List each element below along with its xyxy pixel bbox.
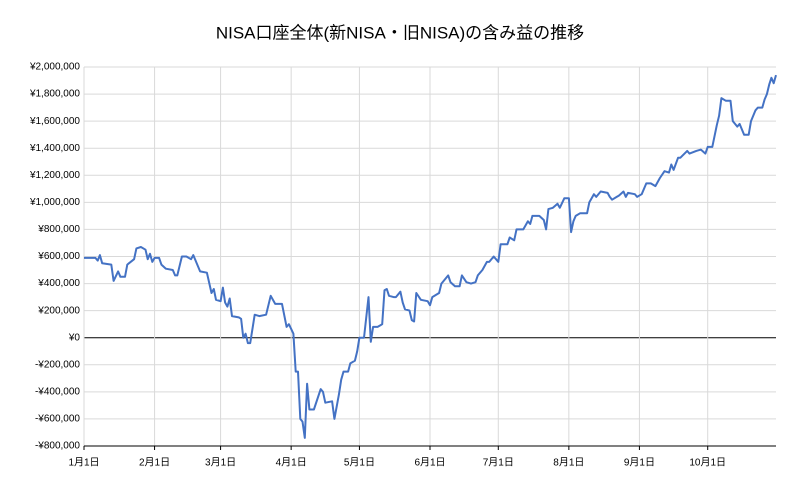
y-tick-label: ¥1,400,000 (29, 143, 80, 154)
y-tick-label: -¥200,000 (35, 359, 80, 370)
y-tick-label: -¥800,000 (35, 441, 80, 452)
y-tick-label: ¥0 (68, 332, 81, 343)
x-tick-label: 1月1日 (68, 457, 99, 469)
y-tick-label: -¥400,000 (35, 386, 80, 397)
x-tick-label: 10月1日 (689, 457, 726, 469)
x-tick-label: 7月1日 (483, 457, 514, 469)
y-tick-label: -¥600,000 (35, 414, 80, 425)
x-tick-label: 3月1日 (205, 457, 236, 469)
x-tick-label: 9月1日 (624, 457, 655, 469)
y-tick-label: ¥1,000,000 (29, 197, 80, 208)
y-tick-label: ¥200,000 (37, 305, 80, 316)
y-tick-label: ¥800,000 (37, 224, 80, 235)
y-tick-label: ¥1,800,000 (29, 89, 80, 100)
x-tick-label: 5月1日 (344, 457, 375, 469)
y-tick-label: ¥400,000 (37, 278, 80, 289)
y-tick-label: ¥600,000 (37, 251, 80, 262)
line-series (84, 74, 777, 439)
x-tick-label: 8月1日 (553, 457, 584, 469)
y-tick-label: ¥2,000,000 (29, 62, 80, 73)
x-tick-label: 6月1日 (414, 457, 445, 469)
y-tick-label: ¥1,200,000 (29, 170, 80, 181)
y-tick-label: ¥1,600,000 (29, 116, 80, 127)
chart-title: NISA口座全体(新NISA・旧NISA)の含み益の推移 (216, 23, 584, 42)
x-tick-label: 4月1日 (276, 457, 307, 469)
x-tick-label: 2月1日 (139, 457, 170, 469)
